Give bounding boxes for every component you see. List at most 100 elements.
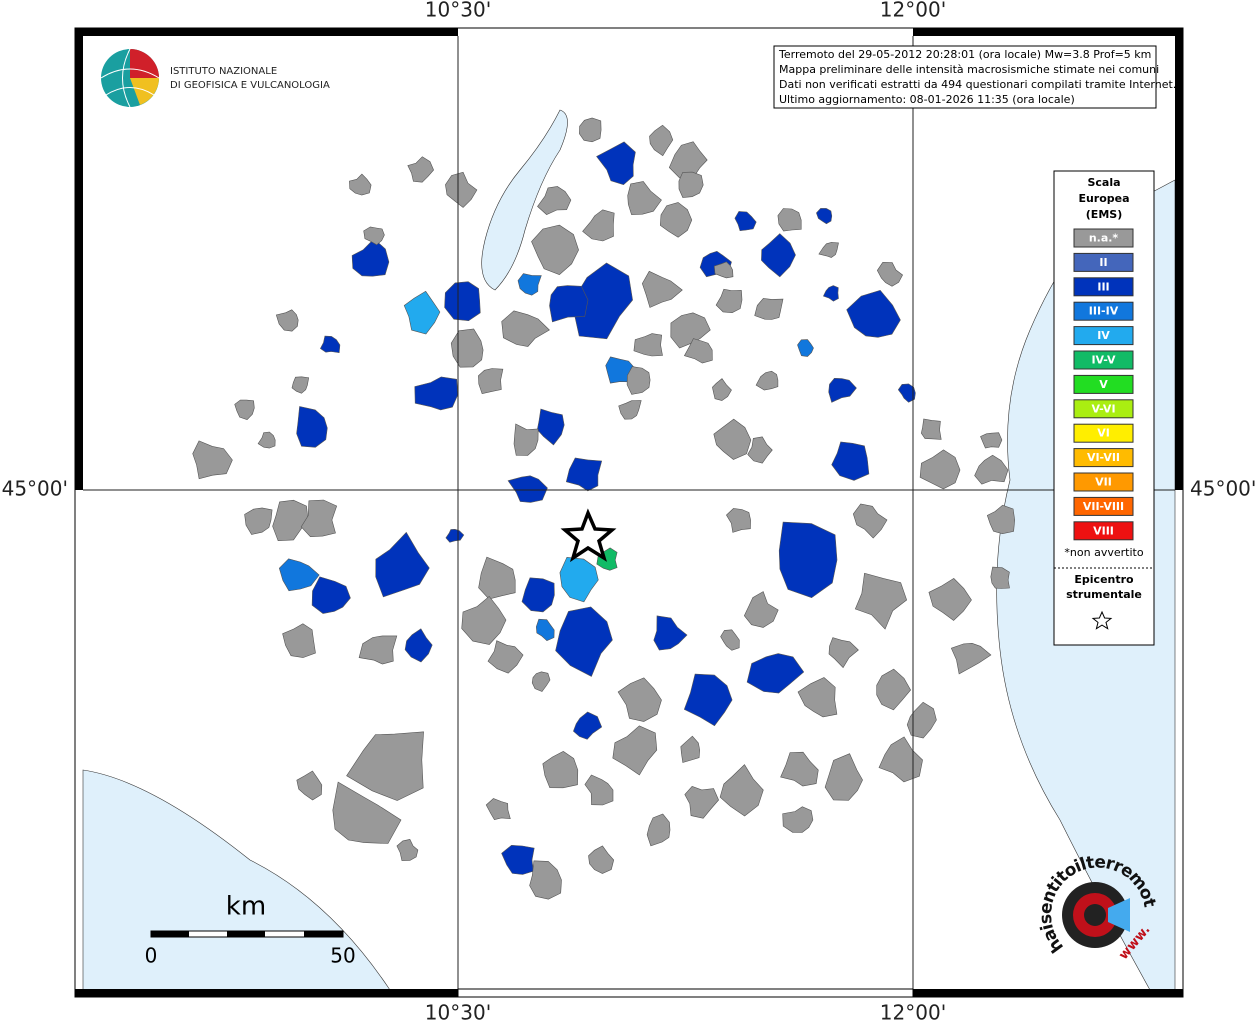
municipality	[501, 844, 535, 875]
lake	[481, 109, 568, 291]
legend-label: III	[1097, 280, 1109, 293]
municipality	[612, 725, 658, 776]
municipality	[754, 298, 784, 320]
municipality	[311, 576, 351, 614]
municipality	[828, 377, 857, 403]
municipality	[282, 623, 316, 658]
municipality	[358, 635, 398, 665]
municipality	[278, 558, 320, 592]
municipality	[478, 556, 516, 600]
municipality	[588, 845, 615, 874]
municipality	[816, 208, 833, 225]
scale-label: 0	[145, 944, 158, 968]
legend-swatch	[1073, 252, 1134, 272]
municipality	[653, 615, 688, 651]
legend-swatch	[1073, 228, 1134, 248]
municipality	[680, 735, 701, 763]
municipality	[831, 441, 870, 481]
municipality	[485, 798, 511, 821]
municipality	[542, 751, 579, 789]
municipality	[797, 677, 838, 718]
lon-label: 12°00'	[880, 0, 946, 22]
legend-label: II	[1099, 256, 1107, 269]
municipality	[573, 711, 603, 740]
legend-title: Scala	[1087, 176, 1120, 189]
municipality	[396, 839, 419, 861]
legend-label: VII-VIII	[1083, 500, 1124, 513]
lon-label: 10°30'	[425, 1001, 491, 1025]
epicenter	[560, 508, 617, 563]
legend-label: V-VI	[1091, 402, 1115, 415]
municipality	[300, 499, 338, 538]
municipality	[822, 285, 839, 302]
institute-name: DI GEOFISICA E VULCANOLOGIA	[170, 80, 330, 91]
municipality	[450, 328, 484, 368]
scale-unit: km	[226, 892, 266, 922]
lon-label: 10°30'	[425, 0, 491, 22]
municipality	[627, 181, 662, 215]
municipality	[824, 753, 863, 801]
legend-label: VI	[1097, 427, 1110, 440]
info-line: Terremoto del 29-05-2012 20:28:01 (ora l…	[778, 48, 1151, 61]
info-box	[773, 45, 1157, 109]
municipality	[346, 731, 424, 801]
legend-swatch	[1073, 399, 1134, 419]
municipality	[715, 288, 743, 314]
municipality	[782, 806, 814, 833]
frame	[74, 27, 1184, 998]
municipality	[291, 376, 310, 394]
municipality	[919, 449, 961, 490]
municipality	[778, 521, 838, 599]
legend: Scala Europea (EMS) *non avvertito Epice…	[1053, 170, 1155, 646]
legend-swatch	[1073, 277, 1134, 297]
municipality	[668, 141, 708, 179]
municipality	[320, 335, 341, 354]
municipality	[646, 813, 671, 847]
legend-label: n.a.*	[1089, 232, 1119, 245]
municipality	[536, 408, 565, 446]
municipality	[659, 202, 693, 238]
municipality	[726, 508, 751, 533]
municipality	[257, 431, 276, 449]
municipality	[747, 436, 773, 464]
municipality	[375, 531, 430, 598]
municipality	[713, 418, 752, 460]
municipality	[444, 281, 481, 322]
municipality	[363, 226, 385, 246]
legend-swatch	[1073, 521, 1134, 541]
legend-swatch	[1073, 350, 1134, 370]
municipality	[445, 171, 478, 208]
municipality	[719, 764, 764, 817]
municipality	[846, 289, 901, 338]
municipality	[296, 406, 328, 448]
municipality	[332, 781, 402, 844]
municipality	[990, 566, 1010, 589]
municipality	[244, 507, 273, 535]
municipality	[596, 141, 636, 186]
municipality	[683, 673, 733, 727]
legend-label: V	[1099, 378, 1108, 391]
legend-swatch	[1073, 496, 1134, 516]
legend-epicenter: strumentale	[1066, 588, 1142, 601]
municipality	[531, 671, 551, 692]
lon-label: 12°00'	[880, 1001, 946, 1025]
institute-logo: ISTITUTO NAZIONALE DI GEOFISICA E VULCAN…	[100, 48, 330, 108]
municipality	[349, 173, 372, 196]
municipality	[579, 117, 602, 143]
legend-label: VI-VII	[1087, 451, 1120, 464]
legend-swatch	[1073, 374, 1134, 394]
municipality	[876, 262, 903, 287]
municipality	[897, 383, 916, 403]
municipality	[974, 454, 1009, 485]
info-line: Ultimo aggiornamento: 08-01-2026 11:35 (…	[779, 93, 1075, 106]
municipality	[780, 751, 819, 787]
municipality	[818, 242, 839, 258]
municipality	[626, 366, 651, 395]
municipality	[649, 124, 674, 157]
municipality	[555, 606, 613, 677]
municipality	[296, 770, 323, 801]
municipality	[633, 333, 663, 357]
legend-swatch	[1073, 448, 1134, 468]
legend-note: *non avvertito	[1064, 546, 1143, 559]
municipality	[906, 701, 937, 739]
